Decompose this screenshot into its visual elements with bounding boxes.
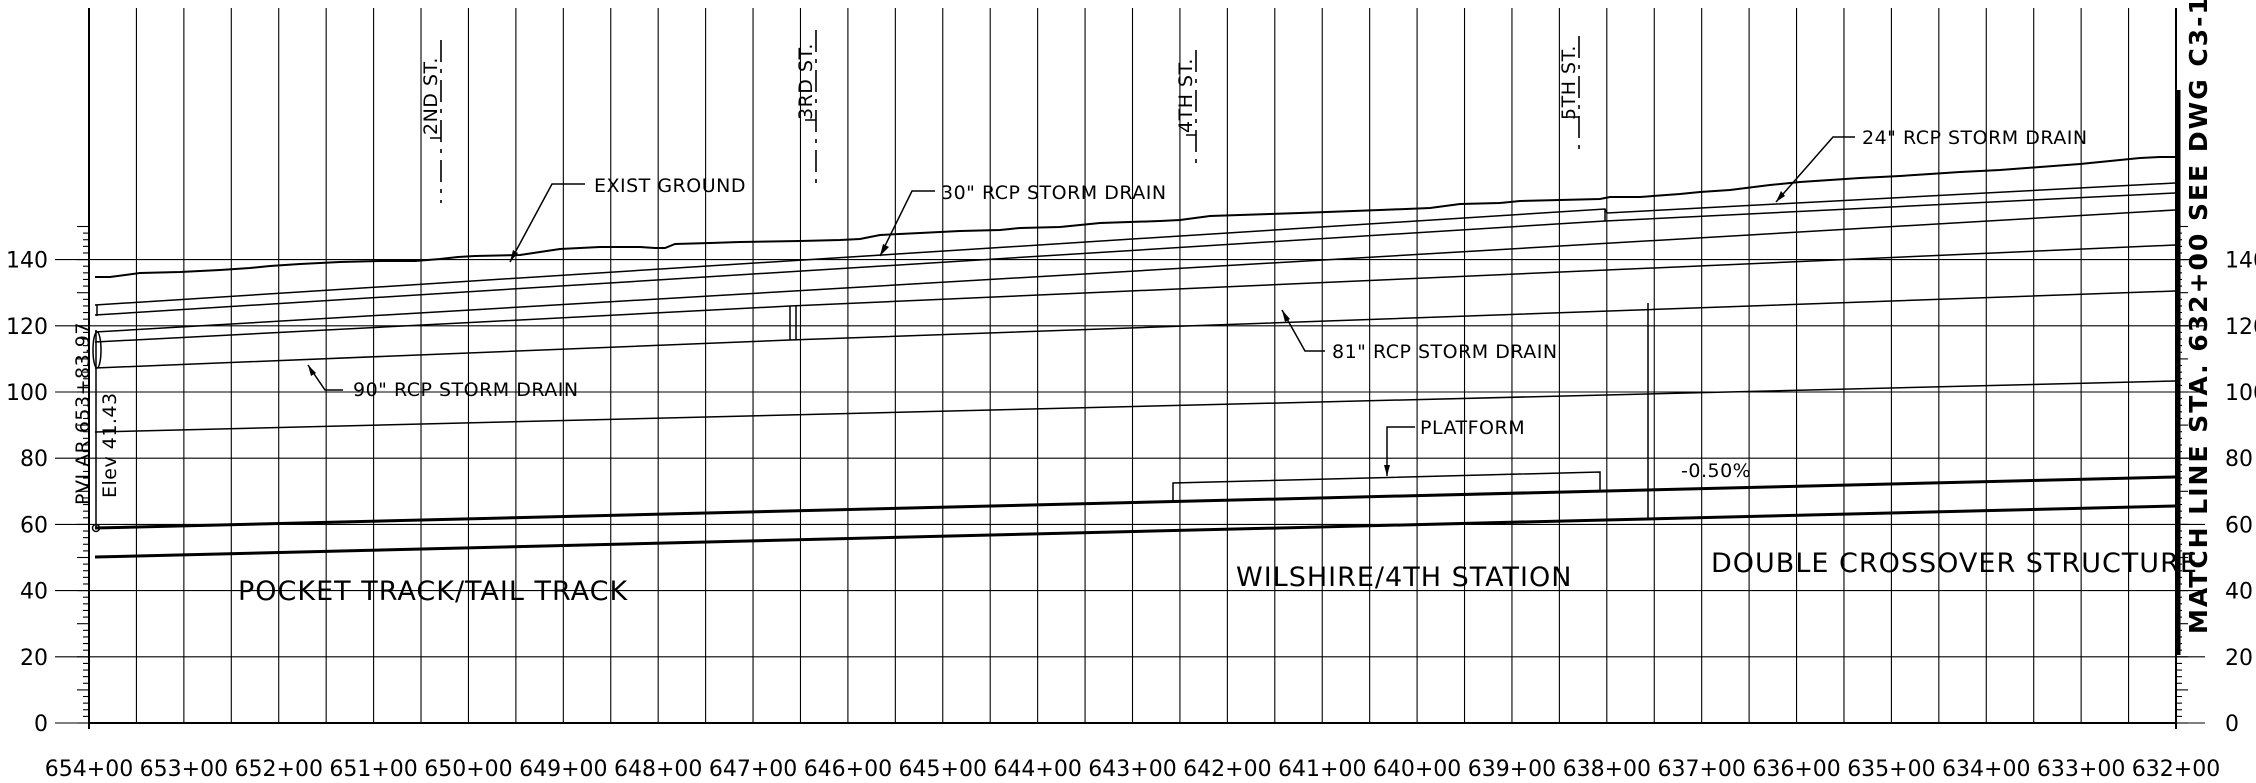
y-tick-label-right: 40 (2225, 580, 2253, 605)
zone-pocket-track: POCKET TRACK/TAIL TRACK (238, 576, 628, 607)
y-tick-label-left: 40 (20, 580, 48, 605)
zone-station: WILSHIRE/4TH STATION (1236, 562, 1572, 593)
x-tick-label: 644+00 (993, 757, 1081, 782)
y-tick-label-right: 120 (2225, 315, 2256, 340)
drain-24-label: 24" RCP STORM DRAIN (1862, 127, 2088, 149)
x-tick-label: 640+00 (1373, 757, 1461, 782)
platform-label: PLATFORM (1420, 417, 1525, 439)
y-tick-label-left: 120 (6, 315, 48, 340)
x-tick-label: 652+00 (235, 757, 323, 782)
x-tick-label: 637+00 (1657, 757, 1745, 782)
x-tick-label: 646+00 (804, 757, 892, 782)
street-4th-label: 4TH ST. (1175, 58, 1197, 133)
y-tick-label-left: 140 (6, 249, 48, 274)
x-tick-label: 649+00 (519, 757, 607, 782)
x-tick-label: 647+00 (709, 757, 797, 782)
leaders (307, 136, 1855, 476)
grade-label: -0.50% (1681, 460, 1751, 482)
street-markers: 2ND ST. 3RD ST. 4TH ST. 5TH ST. (420, 30, 1580, 203)
x-tick-label: 635+00 (1847, 757, 1935, 782)
x-tick-label: 653+00 (140, 757, 228, 782)
zone-crossover: DOUBLE CROSSOVER STRUCTURE (1711, 548, 2198, 579)
match-line-label: MATCH LINE STA. 632+00 SEE DWG C3-124 (2184, 0, 2213, 634)
x-tick-label: 654+00 (45, 757, 133, 782)
x-tick-label: 638+00 (1563, 757, 1651, 782)
y-tick-label-left: 20 (20, 646, 48, 671)
y-tick-label-right: 80 (2225, 447, 2253, 472)
x-tick-label: 632+00 (2132, 757, 2220, 782)
x-tick-label: 648+00 (614, 757, 702, 782)
storm-drains (92, 182, 2176, 433)
y-tick-label-right: 140 (2225, 249, 2256, 274)
exist-ground-line (95, 156, 2175, 278)
exist-ground-label: EXIST GROUND (594, 175, 746, 197)
x-tick-label: 643+00 (1088, 757, 1176, 782)
y-tick-label-left: 60 (20, 513, 48, 538)
track-grade-top (94, 475, 2176, 530)
drain-30-bottom (94, 192, 2176, 316)
y-axis-labels: 0 0 20 20 40 40 60 60 80 80 100 100 120 120 140 140 (6, 249, 2256, 737)
x-tick-label: 650+00 (424, 757, 512, 782)
y-tick-label-left: 0 (34, 712, 48, 737)
y-tick-label-right: 60 (2225, 513, 2253, 538)
platform-outline (1172, 471, 1601, 501)
street-3rd-label: 3RD ST. (795, 43, 817, 120)
street-2nd-label: 2ND ST. (420, 57, 442, 135)
drain-81-label: 81" RCP STORM DRAIN (1332, 341, 1558, 363)
street-5th-label: 5TH ST. (1558, 45, 1580, 120)
x-axis-labels: 654+00 653+00 652+00 651+00 650+00 649+00 648+… (45, 757, 2220, 782)
drain-top-line (94, 209, 2176, 333)
x-tick-label: 633+00 (2037, 757, 2125, 782)
x-tick-label: 639+00 (1468, 757, 1556, 782)
drain-81-bottom (94, 290, 2176, 369)
x-tick-label: 651+00 (329, 757, 417, 782)
x-tick-label: 645+00 (899, 757, 987, 782)
pvi-elev-label: Elev 41.43 (99, 392, 121, 498)
x-tick-label: 642+00 (1183, 757, 1271, 782)
drain-90-label: 90" RCP STORM DRAIN (353, 379, 579, 401)
drain-30-label: 30" RCP STORM DRAIN (941, 182, 1167, 204)
drain-90-bottom (94, 380, 2176, 433)
x-tick-label: 636+00 (1752, 757, 1840, 782)
y-tick-label-right: 20 (2225, 646, 2253, 671)
track-grade-bottom (94, 504, 2176, 559)
y-tick-label-left: 100 (6, 381, 48, 406)
y-tick-label-left: 80 (20, 447, 48, 472)
pvi-station-label: PVI AR 653+83.97 (72, 322, 94, 505)
x-tick-label: 641+00 (1278, 757, 1366, 782)
y-tick-label-right: 100 (2225, 381, 2256, 406)
grid (55, 8, 2205, 729)
drain-30-top (94, 182, 2176, 306)
y-tick-label-right: 0 (2225, 712, 2239, 737)
x-tick-label: 634+00 (1942, 757, 2030, 782)
